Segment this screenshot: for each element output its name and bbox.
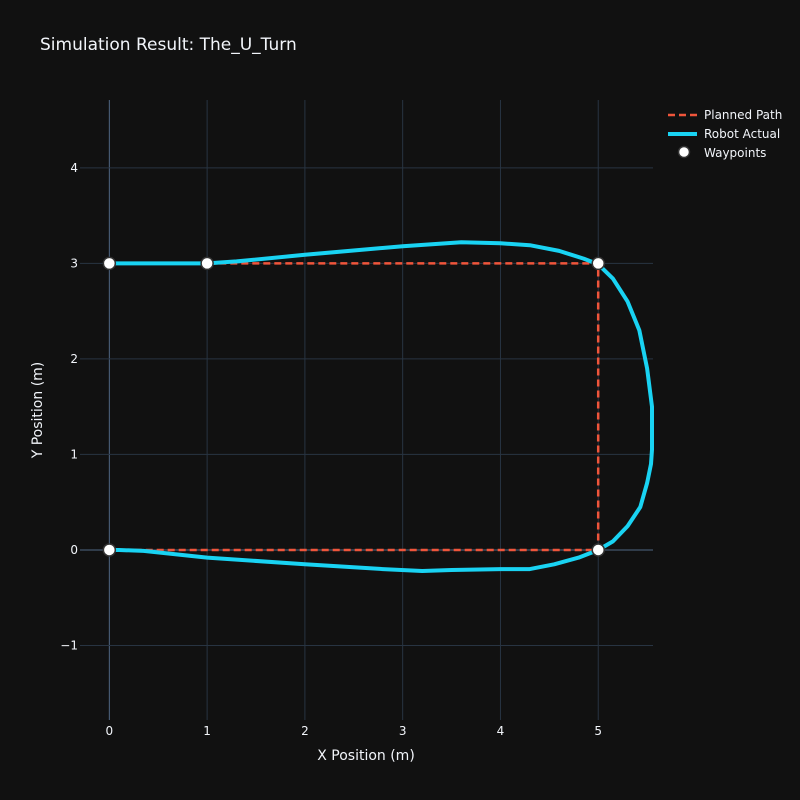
- x-tick-label: 5: [594, 724, 602, 738]
- legend-item-planned-path[interactable]: Planned Path: [668, 108, 782, 122]
- y-tick-label: 3: [70, 256, 78, 270]
- series-layer: [102, 240, 654, 573]
- legend-swatch-waypoints: [677, 145, 691, 159]
- x-tick-label: 4: [497, 724, 505, 738]
- y-tick-label: 0: [70, 543, 78, 557]
- waypoint-marker[interactable]: [591, 256, 605, 271]
- legend-label-robot-actual: Robot Actual: [704, 127, 780, 141]
- legend-label-planned-path: Planned Path: [704, 108, 782, 122]
- waypoint-marker[interactable]: [200, 256, 214, 271]
- y-tick-label: 1: [70, 447, 78, 461]
- x-axis-title: X Position (m): [317, 748, 415, 764]
- legend: Planned Path Robot Actual Waypoints: [668, 108, 782, 160]
- x-tick-label: 1: [203, 724, 211, 738]
- x-tick-label: 0: [106, 724, 114, 738]
- robot-actual-line: [107, 240, 654, 573]
- waypoint-marker[interactable]: [102, 543, 117, 557]
- y-tick-label: −1: [60, 638, 78, 652]
- chart-title: Simulation Result: The_U_Turn: [40, 35, 297, 55]
- x-tick-label: 2: [301, 724, 309, 738]
- legend-item-waypoints[interactable]: Waypoints: [677, 145, 767, 160]
- y-tick-label: 2: [70, 352, 78, 366]
- legend-item-robot-actual[interactable]: Robot Actual: [668, 127, 780, 141]
- waypoint-marker[interactable]: [591, 543, 605, 557]
- y-tick-label: 4: [70, 161, 78, 175]
- waypoint-marker[interactable]: [102, 256, 117, 271]
- x-tick-label: 3: [399, 724, 407, 738]
- y-axis-title: Y Position (m): [30, 362, 46, 460]
- legend-label-waypoints: Waypoints: [704, 146, 766, 160]
- tick-layer: 0 1 2 3 4 5 −1 0 1 2 3 4: [60, 161, 602, 738]
